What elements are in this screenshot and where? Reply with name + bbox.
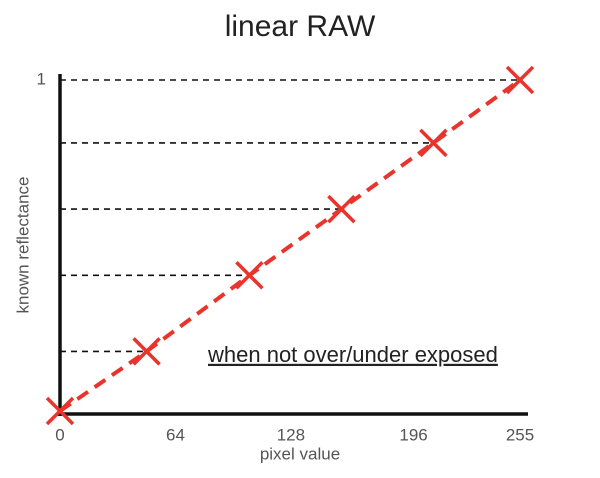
marker: [419, 128, 448, 158]
y-axis-label: known reflectance: [13, 176, 32, 313]
marker: [327, 194, 356, 224]
chart-title: linear RAW: [225, 10, 376, 43]
marker: [45, 396, 75, 426]
x-tick-label: 255: [506, 425, 534, 444]
series-line: [58, 78, 522, 413]
x-tick-label: 196: [399, 425, 427, 444]
marker: [235, 261, 264, 290]
marker: [132, 337, 161, 366]
x-tick-label: 128: [277, 425, 305, 444]
annotation: when not over/under exposed: [207, 342, 498, 367]
x-tick-label: 0: [55, 425, 64, 444]
y-tick-label: 1: [37, 69, 46, 88]
x-tick-label: 64: [166, 425, 185, 444]
marker: [505, 65, 535, 95]
x-axis-label: pixel value: [260, 444, 340, 463]
